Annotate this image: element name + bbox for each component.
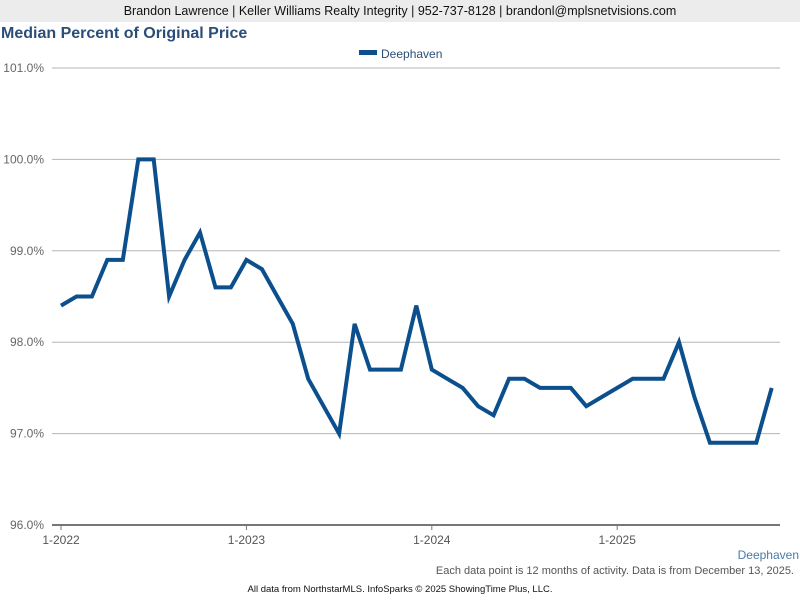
legend-swatch xyxy=(359,50,377,55)
x-axis-label: Deephaven xyxy=(737,548,799,562)
legend-label: Deephaven xyxy=(381,47,442,61)
series-line-deephaven xyxy=(59,157,774,445)
data-note: Each data point is 12 months of activity… xyxy=(435,565,794,577)
y-tick-label: 98.0% xyxy=(10,335,44,349)
y-tick-label: 101.0% xyxy=(3,61,44,75)
y-tick-label: 96.0% xyxy=(10,518,44,532)
y-tick-label: 100.0% xyxy=(3,152,44,166)
y-tick-label: 99.0% xyxy=(10,244,44,258)
x-tick-label: 1-2023 xyxy=(228,533,266,547)
x-tick-label: 1-2022 xyxy=(42,533,80,547)
data-credit: All data from NorthstarMLS. InfoSparks ©… xyxy=(247,584,553,595)
x-tick-label: 1-2024 xyxy=(413,533,451,547)
y-tick-label: 97.0% xyxy=(10,427,44,441)
chart-title: Median Percent of Original Price xyxy=(1,25,248,42)
x-tick-label: 1-2025 xyxy=(599,533,637,547)
contact-bar: Brandon Lawrence | Keller Williams Realt… xyxy=(0,0,800,22)
